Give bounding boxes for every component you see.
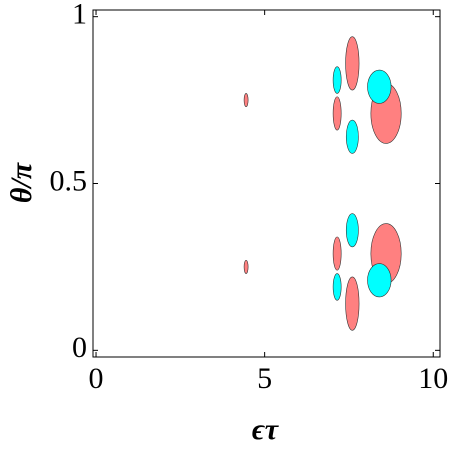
contour-region — [243, 259, 249, 274]
contour-region — [332, 96, 342, 131]
contour-region — [345, 119, 359, 154]
y-tick-label: 0.5 — [50, 164, 88, 197]
plot-frame — [92, 9, 441, 358]
contour-region — [367, 263, 392, 298]
y-tick-label: 1 — [72, 0, 87, 31]
x-tick-label: 5 — [257, 362, 272, 395]
contour-region — [332, 273, 342, 301]
contour-region — [345, 36, 360, 91]
y-axis-label: θ/π — [5, 162, 38, 203]
contour-region — [345, 276, 360, 331]
y-tick-label: 0 — [72, 331, 87, 364]
contour-region — [345, 213, 359, 248]
x-axis-label: ϵτ — [252, 413, 280, 446]
contour-region — [332, 236, 342, 271]
contour-region — [332, 66, 342, 94]
contour-region — [367, 69, 392, 104]
x-tick-label: 10 — [418, 362, 448, 395]
x-tick-label: 0 — [89, 362, 104, 395]
contour-region — [243, 93, 249, 108]
